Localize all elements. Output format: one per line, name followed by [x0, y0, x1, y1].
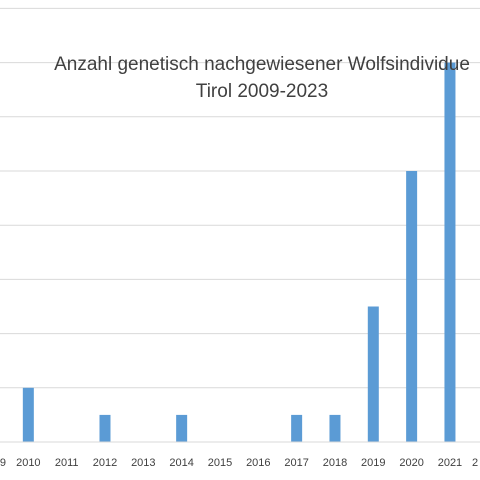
bars — [22, 62, 456, 442]
gridlines — [0, 7, 480, 389]
tick-label-2022: 2 — [472, 457, 478, 469]
bar-2014 — [176, 414, 188, 442]
bar-2019 — [367, 306, 379, 442]
chart-title-line-1: Anzahl genetisch nachgewiesener Wolfsind… — [54, 54, 470, 75]
bar-2020 — [406, 171, 418, 442]
tick-label-2011: 2011 — [55, 457, 79, 469]
bar-2021 — [444, 62, 456, 442]
tick-label-2015: 2015 — [208, 457, 232, 469]
tick-label-2014: 2014 — [169, 457, 193, 469]
bar-2018 — [329, 414, 341, 442]
bar-2010 — [22, 387, 34, 442]
bar-2017 — [291, 414, 303, 442]
tick-label-2010: 2010 — [16, 457, 40, 469]
bar-2012 — [99, 414, 111, 442]
tick-label-2019: 2019 — [361, 457, 385, 469]
x-tick-labels: 9 2010 2011 2012 2013 2014 2015 2016 2017 2018 201… — [0, 457, 478, 469]
tick-label-2016: 2016 — [246, 457, 270, 469]
tick-label-2017: 2017 — [284, 457, 308, 469]
tick-label-2021: 2021 — [438, 457, 462, 469]
tick-label-2013: 2013 — [131, 457, 155, 469]
tick-label-2018: 2018 — [323, 457, 347, 469]
tick-label-2020: 2020 — [399, 457, 423, 469]
chart-title-line-2: Tirol 2009-2023 — [196, 81, 328, 102]
tick-label-2012: 2012 — [93, 457, 117, 469]
tick-label-2009: 9 — [0, 457, 6, 469]
